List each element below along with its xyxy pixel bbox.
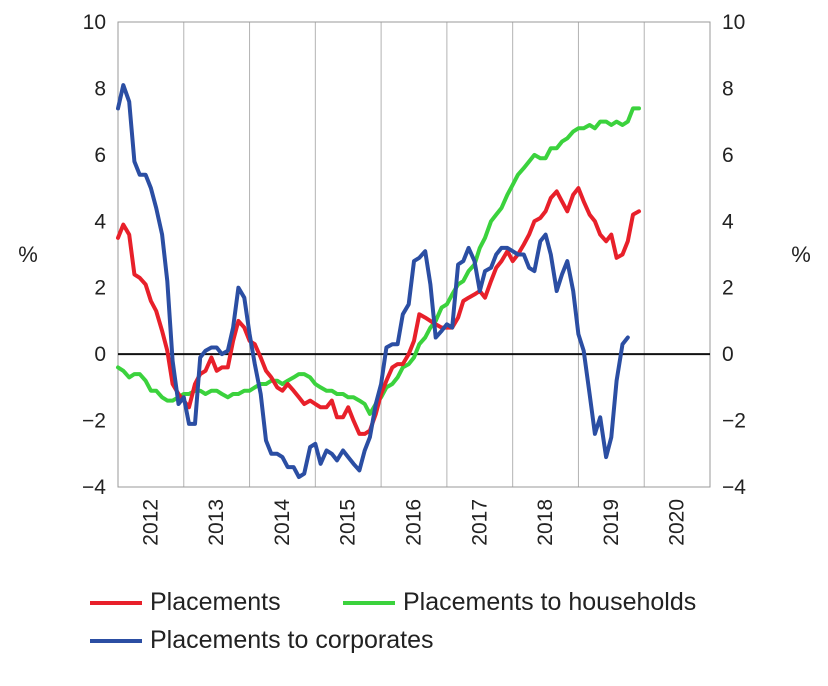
y-tick-label-left: 10 xyxy=(83,11,106,34)
x-axis: 2012 2013 2014 2015 2016 2017 2018 2019 2020 xyxy=(139,499,688,546)
legend-item-placements: Placements xyxy=(90,588,281,617)
legend-item-households: Placements to households xyxy=(343,588,696,617)
y-tick-label-right: 0 xyxy=(722,343,734,366)
y-tick-label-right: −4 xyxy=(722,476,746,499)
y-tick-label-right: 10 xyxy=(722,11,745,34)
plot-frame xyxy=(117,21,711,488)
y-axis-left-unit: % xyxy=(18,242,38,267)
y-axis-right-unit: % xyxy=(791,242,811,267)
y-tick-label-right: 4 xyxy=(722,210,734,233)
x-tick-label: 2016 xyxy=(403,499,426,546)
y-tick-label-right: −2 xyxy=(722,410,746,433)
legend-label-placements: Placements xyxy=(150,588,281,616)
y-tick-label-left: −2 xyxy=(82,410,106,433)
x-tick-label: 2013 xyxy=(205,499,228,546)
y-tick-label-right: 8 xyxy=(722,77,734,100)
x-tick-label: 2019 xyxy=(600,499,623,546)
y-tick-label-right: 2 xyxy=(722,277,734,300)
series-lines xyxy=(116,83,641,479)
legend-label-corporates: Placements to corporates xyxy=(150,626,434,654)
legend-swatch-corporates xyxy=(90,638,142,643)
series-line-placements xyxy=(116,186,641,436)
y-tick-label-left: 2 xyxy=(94,277,106,300)
y-tick-label-right: 6 xyxy=(722,144,734,167)
x-tick-label: 2015 xyxy=(337,499,360,546)
legend-swatch-households xyxy=(343,600,395,605)
x-tick-label: 2014 xyxy=(271,499,294,546)
x-tick-label: 2017 xyxy=(468,499,491,546)
y-tick-label-left: 4 xyxy=(94,210,106,233)
y-axis-left: −4 −2 0 2 4 6 8 10 xyxy=(82,11,106,499)
series-line-placements-to-households xyxy=(116,106,641,416)
y-axis-right: −4 −2 0 2 4 6 8 10 xyxy=(722,11,746,499)
x-tick-label: 2020 xyxy=(666,499,689,546)
y-tick-label-left: −4 xyxy=(82,476,106,499)
legend-item-corporates: Placements to corporates xyxy=(90,626,433,655)
y-tick-label-left: 6 xyxy=(94,144,106,167)
y-tick-label-left: 0 xyxy=(94,343,106,366)
series-line-placements-to-corporates xyxy=(116,83,630,479)
legend-swatch-placements xyxy=(90,600,142,605)
legend-label-households: Placements to households xyxy=(403,588,697,616)
x-tick-label: 2018 xyxy=(534,499,557,546)
x-tick-label: 2012 xyxy=(139,499,162,546)
y-tick-label-left: 8 xyxy=(94,77,106,100)
